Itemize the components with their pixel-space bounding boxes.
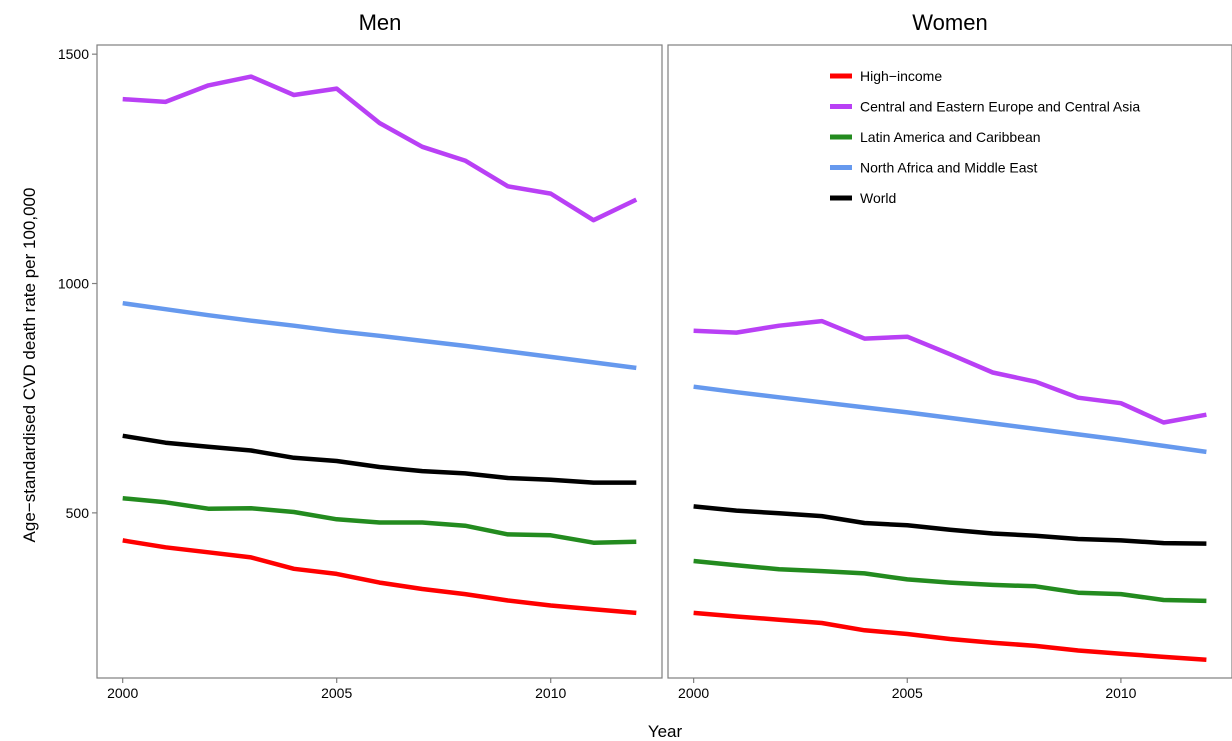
legend-entry: North Africa and Middle East	[860, 160, 1038, 176]
series-line-high-income	[693, 610, 1207, 662]
series-line-latin-america-and-caribbean	[122, 495, 637, 545]
panel-frame	[667, 44, 1232, 679]
series-line-central-and-eastern-europe-and-central-asia	[693, 318, 1207, 425]
panel-frame	[96, 44, 663, 679]
x-tick-label: 2005	[321, 685, 352, 701]
panel-title-men: Men	[359, 10, 402, 35]
x-tick-label: 2000	[678, 685, 709, 701]
legend-entry: Latin America and Caribbean	[860, 129, 1041, 145]
series-line-latin-america-and-caribbean	[693, 558, 1207, 604]
x-axis-label: Year	[648, 722, 683, 741]
series-line-north-africa-and-middle-east	[122, 300, 637, 371]
legend: High−income Central and Eastern Europe an…	[830, 68, 1140, 206]
panel-title-women: Women	[912, 10, 987, 35]
legend-entry: World	[860, 190, 896, 206]
legend-entry: High−income	[860, 68, 942, 84]
series-line-high-income	[122, 538, 637, 616]
panel-women: 2000 2005 2010	[667, 44, 1232, 701]
panel-men: 2000 2005 2010 500 1000 1500	[58, 44, 663, 701]
y-tick-label: 500	[66, 505, 90, 521]
x-tick-label: 2005	[892, 685, 923, 701]
x-tick-label: 2010	[1105, 685, 1136, 701]
legend-entry: Central and Eastern Europe and Central A…	[860, 99, 1140, 115]
x-tick-label: 2010	[535, 685, 566, 701]
series-line-north-africa-and-middle-east	[693, 384, 1207, 455]
series-line-central-and-eastern-europe-and-central-asia	[122, 74, 638, 223]
x-tick-label: 2000	[107, 685, 138, 701]
series-line-world	[122, 433, 637, 485]
y-axis-label: Age−standardised CVD death rate per 100,…	[20, 188, 39, 543]
y-tick-label: 1000	[58, 276, 89, 292]
series-line-world	[693, 504, 1207, 546]
y-tick-label: 1500	[58, 46, 89, 62]
